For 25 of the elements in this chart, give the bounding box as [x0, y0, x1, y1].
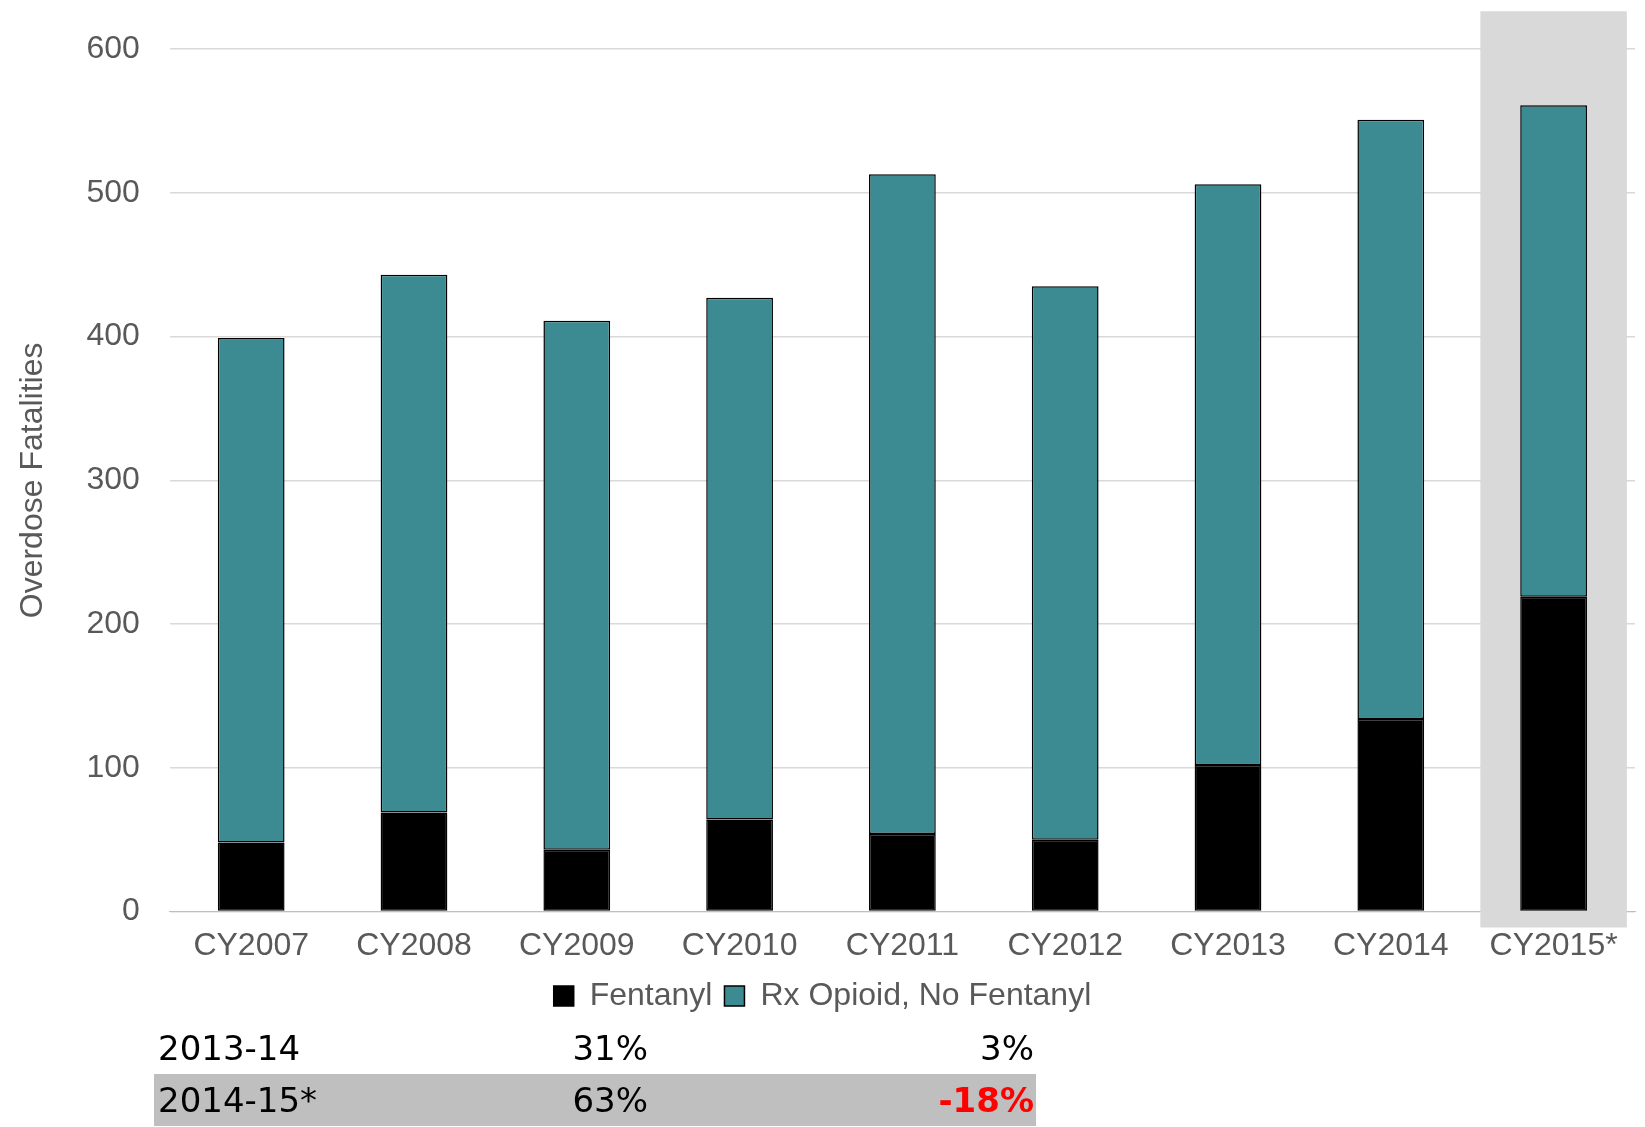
text: 2013-14: [157, 1028, 302, 1068]
x-tick-label: CY2015*: [1489, 925, 1618, 962]
text: -18%: [937, 1080, 1034, 1120]
text: 3%: [979, 1028, 1034, 1068]
text: 31%: [571, 1028, 648, 1068]
x-tick-label: CY2012: [1007, 925, 1124, 962]
y-tick-label: 200: [86, 603, 140, 640]
x-tick-label: CY2007: [193, 925, 310, 962]
y-tick-label: 100: [86, 747, 140, 784]
x-tick-label: CY2008: [356, 925, 472, 962]
y-axis-title: Overdose Fatalities: [13, 342, 50, 619]
y-tick-label: 400: [86, 316, 140, 353]
text: 63%: [571, 1080, 648, 1120]
y-tick-label: 600: [86, 29, 140, 66]
x-tick-label: CY2011: [845, 925, 960, 962]
y-tick-label: 0: [121, 891, 140, 928]
x-tick-label: CY2013: [1170, 925, 1286, 962]
y-tick-label: 500: [86, 172, 140, 209]
x-tick-label: CY2010: [681, 925, 798, 962]
y-tick-label: 300: [86, 460, 140, 497]
x-tick-label: CY2014: [1332, 925, 1449, 962]
x-tick-label: CY2009: [518, 925, 635, 962]
legend-label: Rx Opioid, No Fentanyl: [760, 975, 1092, 1012]
text: 2014-15*: [157, 1080, 319, 1120]
legend-label: Fentanyl: [589, 975, 713, 1012]
